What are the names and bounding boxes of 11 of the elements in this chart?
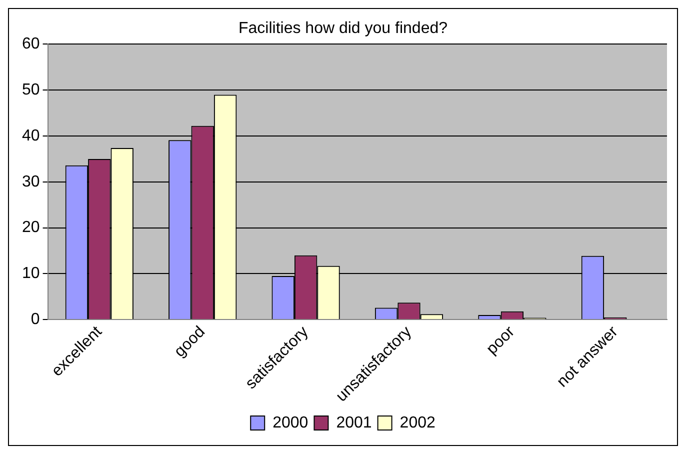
y-tick-label: 0 [30,311,40,328]
y-tick-label: 50 [22,82,40,99]
y-tick-label: 10 [22,265,40,282]
legend-label: 2001 [336,414,372,432]
y-tick-label: 20 [22,219,40,236]
chart-title: Facilities how did you finded? [238,20,448,38]
y-tick-label: 60 [22,36,40,53]
y-tick-label: 40 [22,127,40,144]
y-tick-label: 30 [22,173,40,190]
legend-label: 2002 [400,414,436,432]
legend-label: 2000 [272,414,308,432]
